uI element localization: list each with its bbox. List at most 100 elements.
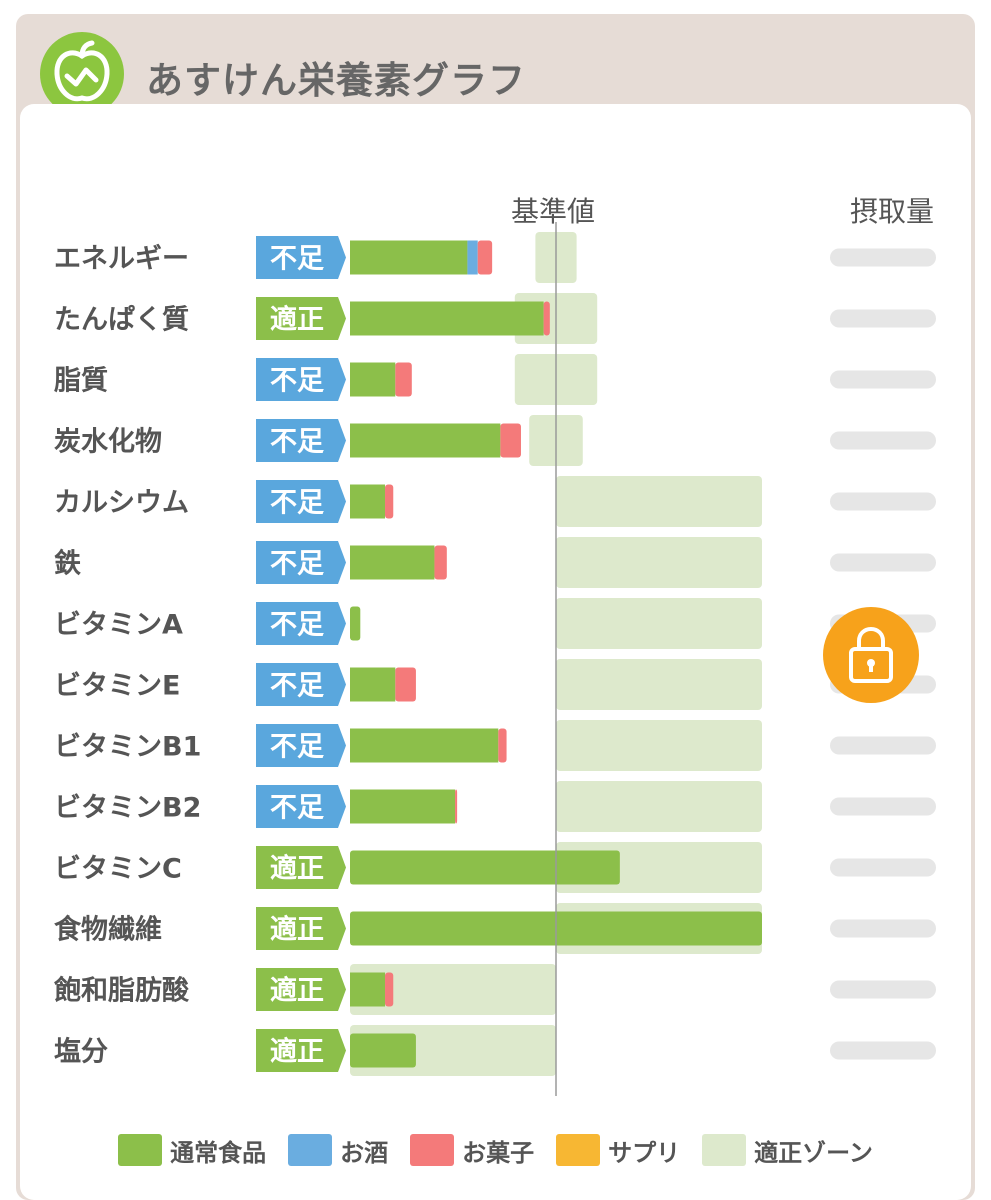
zone-bar xyxy=(556,720,762,771)
status-badge xyxy=(256,724,346,767)
status-badge xyxy=(256,602,346,645)
nutrient-label: 飽和脂肪酸 xyxy=(54,975,190,1007)
bar-segment xyxy=(395,362,412,397)
status-badge xyxy=(256,968,346,1011)
nutrient-label: エネルギー xyxy=(54,244,189,275)
intake-value-blurred xyxy=(830,736,936,755)
status-badge xyxy=(256,663,346,706)
bar-segment xyxy=(385,484,394,519)
nutrient-label: ビタミンE xyxy=(54,671,180,702)
bar-segment xyxy=(385,972,394,1007)
lock-button[interactable] xyxy=(823,607,919,703)
bar-segment xyxy=(350,545,435,580)
intake-value-blurred xyxy=(830,919,936,938)
intake-value-blurred xyxy=(830,431,936,450)
nutrient-label: ビタミンB1 xyxy=(54,732,201,763)
intake-value-blurred xyxy=(830,553,936,572)
lock-icon xyxy=(849,626,893,683)
status-badge xyxy=(256,846,346,889)
status-badge xyxy=(256,480,346,523)
bar-segment xyxy=(455,789,458,824)
legend-label: お酒 xyxy=(340,1138,389,1167)
nutrient-label: 食物繊維 xyxy=(54,914,162,946)
zone-bar xyxy=(556,598,762,649)
bar-segment xyxy=(350,484,386,519)
bar-segment xyxy=(350,728,499,763)
status-badge-label: 不足 xyxy=(270,488,324,519)
status-badge xyxy=(256,785,346,828)
intake-value-blurred xyxy=(830,858,936,877)
zone-bar xyxy=(556,537,762,588)
bar-segment xyxy=(350,362,396,397)
page-title: あすけん栄養素グラフ xyxy=(146,59,526,102)
bar-segment xyxy=(500,423,521,458)
bar-segment xyxy=(350,1033,416,1068)
legend-item: 適正ゾーン xyxy=(702,1133,873,1168)
status-badge xyxy=(256,236,346,279)
status-badge-label: 不足 xyxy=(270,793,324,824)
legend-swatch xyxy=(410,1134,455,1166)
status-badge-label: 適正 xyxy=(270,914,324,946)
reference-column-label: 基準値 xyxy=(511,195,596,228)
status-badge-label: 不足 xyxy=(270,549,324,580)
status-badge-label: 適正 xyxy=(270,304,324,336)
intake-value-blurred xyxy=(830,248,936,267)
bar-segment xyxy=(477,240,493,275)
nutrient-label: 脂質 xyxy=(54,366,108,397)
bar-segment xyxy=(434,545,447,580)
legend-swatch xyxy=(556,1134,601,1166)
status-badge-label: 不足 xyxy=(270,732,324,763)
status-badge-label: 適正 xyxy=(270,975,324,1007)
nutrient-label: 鉄 xyxy=(54,548,81,580)
nutrient-label: カルシウム xyxy=(54,488,189,519)
nutrient-label: たんぱく質 xyxy=(54,305,189,336)
legend-item: お酒 xyxy=(288,1133,388,1168)
zone-bar xyxy=(556,476,762,527)
bar-segment xyxy=(395,667,416,702)
zone-bar xyxy=(350,964,556,1015)
status-badge xyxy=(256,297,346,340)
bar-segment xyxy=(350,606,361,641)
legend-label: 通常食品 xyxy=(170,1138,267,1167)
status-badge-label: 適正 xyxy=(270,1036,324,1068)
legend-label: サプリ xyxy=(608,1138,681,1167)
bar-segment xyxy=(350,850,620,885)
status-badge-label: 適正 xyxy=(270,853,324,885)
bar-segment xyxy=(350,423,501,458)
intake-value-blurred xyxy=(830,370,936,389)
chart-panel xyxy=(20,104,971,1200)
intake-value-blurred xyxy=(830,492,936,511)
nutrient-label: ビタミンA xyxy=(54,610,183,641)
legend-label: お菓子 xyxy=(462,1138,535,1167)
status-badge-label: 不足 xyxy=(270,427,324,458)
legend-swatch xyxy=(288,1134,333,1166)
nutrient-label: ビタミンC xyxy=(54,854,182,885)
intake-value-blurred xyxy=(830,980,936,999)
bar-segment xyxy=(498,728,507,763)
status-badge xyxy=(256,358,346,401)
status-badge-label: 不足 xyxy=(270,366,324,397)
nutrient-label: ビタミンB2 xyxy=(54,793,201,824)
zone-bar xyxy=(556,659,762,710)
intake-value-blurred xyxy=(830,797,936,816)
nutrient-label: 塩分 xyxy=(54,1037,108,1068)
status-badge-label: 不足 xyxy=(270,610,324,641)
intake-value-blurred xyxy=(830,309,936,328)
status-badge-label: 不足 xyxy=(270,671,324,702)
chart-legend: 通常食品 お酒 お菓子 サプリ 適正ゾーン xyxy=(0,1130,991,1170)
intake-value-blurred xyxy=(830,1041,936,1060)
bar-segment xyxy=(350,972,386,1007)
nutrient-label: 炭水化物 xyxy=(54,427,162,458)
legend-label: 適正ゾーン xyxy=(754,1138,873,1167)
status-badge xyxy=(256,541,346,584)
apple-logo-icon xyxy=(40,32,124,116)
bar-segment xyxy=(350,667,396,702)
legend-swatch xyxy=(118,1134,163,1166)
bar-segment xyxy=(350,240,468,275)
bar-segment xyxy=(543,301,550,336)
bar-segment xyxy=(467,240,478,275)
bar-segment xyxy=(350,789,456,824)
legend-swatch xyxy=(702,1134,747,1166)
status-badge xyxy=(256,419,346,462)
